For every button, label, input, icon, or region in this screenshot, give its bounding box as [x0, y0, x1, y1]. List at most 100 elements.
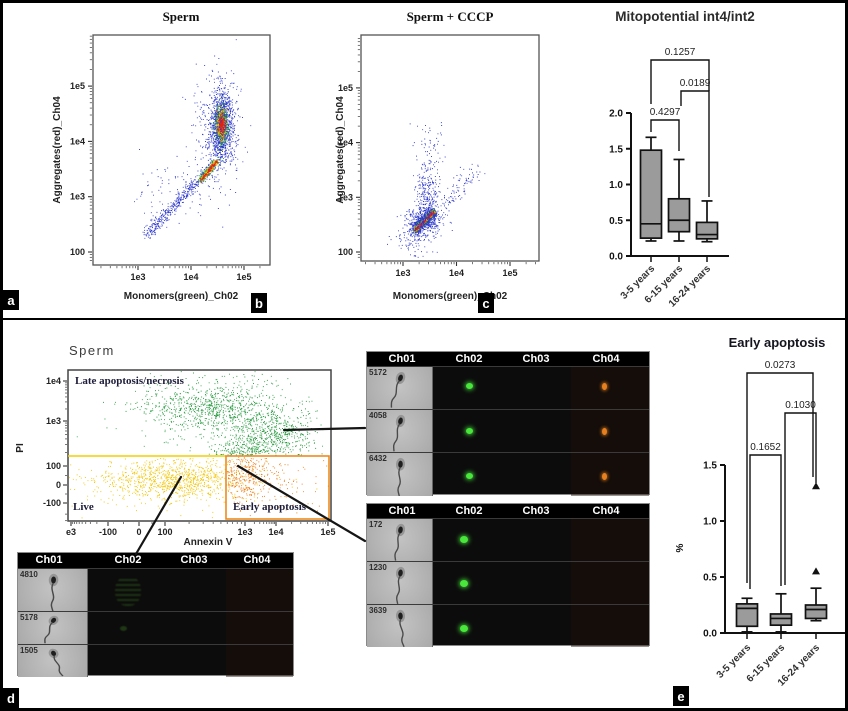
svg-text:2.0: 2.0	[609, 109, 623, 120]
scatter-points-red	[200, 160, 219, 183]
p-value-label: 0.1257	[665, 47, 696, 58]
cell-row-1505: 1505	[18, 644, 293, 677]
plot-frame	[360, 34, 540, 262]
channel-header-ch03: Ch03	[522, 353, 550, 365]
brightfield-sperm-image	[392, 414, 406, 452]
scatter-points-green	[208, 430, 285, 456]
panel-a-jc1-scatter: Sperm 1e3 1e4 1e5 100 1e3 1e4 1e5 Monomers(gre…	[52, 9, 271, 302]
ch01-brightfield-cell: 1505	[18, 645, 88, 677]
panel-c-title: Mitopotential int4/int2	[615, 9, 755, 24]
panel-b-jc1-cccp-scatter: Sperm + CCCP 1e3 1e4 1e5 100 1e3 1e4 1e5 Monom…	[335, 9, 540, 302]
svg-text:0: 0	[136, 527, 141, 537]
ch01-brightfield-cell: 6432	[367, 453, 433, 496]
box-6-15 years	[667, 197, 691, 233]
svg-text:1e3: 1e3	[338, 192, 353, 202]
scatter-points-blue	[387, 221, 451, 258]
ch04-column-tint	[226, 569, 293, 611]
svg-text:0.5: 0.5	[703, 573, 717, 584]
strip-header: Ch01 Ch02 Ch03 Ch04	[367, 504, 649, 518]
channel-header-ch04: Ch04	[592, 353, 620, 365]
panel-b-points	[387, 122, 486, 258]
ch01-brightfield-cell: 4058	[367, 410, 433, 452]
panel-d-title: Sperm	[69, 343, 115, 358]
cell-row-4058: 4058	[367, 409, 649, 452]
channel-header-ch03: Ch03	[522, 505, 550, 517]
cell-row-4810: 4810	[18, 568, 293, 611]
svg-text:1e3: 1e3	[237, 527, 252, 537]
brightfield-sperm-image	[44, 615, 59, 644]
scatter-points-green	[141, 372, 303, 444]
channel-header-ch03: Ch03	[180, 554, 208, 566]
panel-b-title: Sperm + CCCP	[407, 9, 494, 24]
quadrant-late-apoptosis-label: Late apoptosis/necrosis	[75, 375, 185, 387]
svg-text:0.5: 0.5	[609, 216, 623, 227]
object-number-label: 172	[369, 520, 383, 529]
brightfield-sperm-image	[390, 371, 406, 408]
panel-label-e: e	[673, 686, 689, 706]
object-number-label: 1505	[20, 646, 38, 655]
svg-text:100: 100	[338, 247, 353, 257]
gallery-early-apoptosis-cells: Ch01 Ch02 Ch03 Ch04 172 1230 3639	[366, 503, 650, 647]
panel-a-ylabel: Aggregates(red)_Ch04	[52, 96, 63, 204]
scatter-points-blue	[134, 149, 231, 224]
scatter-points-blue	[409, 122, 446, 184]
svg-text:1e4: 1e4	[46, 376, 61, 386]
ch02-faint-signal	[115, 575, 141, 606]
box-16-24 years	[695, 221, 719, 240]
panel-b-xlabel: Monomers(green)_Ch02	[393, 291, 508, 302]
ch04-column-tint	[571, 410, 649, 452]
ch02-annexin-green-dot	[465, 472, 473, 479]
svg-text:1e4: 1e4	[183, 272, 198, 282]
svg-text:1e4: 1e4	[449, 268, 464, 278]
svg-text:100: 100	[46, 461, 61, 471]
panel-label-c: c	[478, 293, 494, 313]
ch01-brightfield-cell: 1230	[367, 562, 433, 604]
brightfield-sperm-image	[48, 648, 64, 677]
svg-text:1e5: 1e5	[320, 527, 335, 537]
gallery-late-apoptosis-cells: Ch01 Ch02 Ch03 Ch04 5172 4058 6432	[366, 351, 650, 496]
panel-d-points	[68, 371, 329, 519]
panel-d-ylabel: PI	[15, 443, 26, 453]
strip-header: Ch01 Ch02 Ch03 Ch04	[367, 352, 649, 366]
object-number-label: 4058	[369, 411, 387, 420]
panel-label-b: b	[251, 293, 267, 313]
ch02-annexin-green-dot	[465, 428, 473, 434]
panel-b-axes: 1e3 1e4 1e5 100 1e3 1e4 1e5	[338, 34, 540, 278]
channel-header-ch01: Ch01	[35, 554, 63, 566]
scatter-points-green	[76, 380, 286, 455]
svg-text:1e5: 1e5	[502, 268, 517, 278]
brightfield-sperm-image	[395, 457, 406, 496]
ch04-column-tint	[571, 562, 649, 604]
ch04-column-tint	[571, 367, 649, 409]
brightfield-sperm-image	[48, 573, 59, 611]
svg-text:1e3: 1e3	[70, 192, 85, 202]
quadrant-live-label: Live	[73, 501, 94, 513]
quadrant-early-apoptosis-label: Early apoptosis	[233, 501, 307, 513]
panel-c-mitopotential-boxplot: Mitopotential int4/int2 0.00.51.01.52.03…	[609, 9, 755, 310]
section-divider	[3, 318, 845, 320]
object-number-label: 4810	[20, 570, 38, 579]
panel-e-title: Early apoptosis	[729, 335, 826, 350]
object-number-label: 1230	[369, 563, 387, 572]
p-value-label: 0.1652	[750, 442, 781, 453]
brightfield-sperm-image	[394, 523, 406, 561]
svg-text:1e4: 1e4	[268, 527, 283, 537]
channel-header-ch02: Ch02	[455, 505, 483, 517]
channel-header-ch01: Ch01	[388, 505, 416, 517]
brightfield-sperm-image	[395, 566, 406, 604]
object-number-label: 5178	[20, 613, 38, 622]
ch04-column-tint	[571, 453, 649, 496]
outlier-marker	[812, 482, 820, 490]
svg-text:1e3: 1e3	[395, 268, 410, 278]
panel-a-points	[134, 39, 252, 239]
brightfield-sperm-image	[395, 609, 406, 647]
ch04-pi-orange-dot	[601, 472, 607, 480]
ch02-annexin-green-dot	[460, 579, 468, 587]
svg-text:1e5: 1e5	[338, 83, 353, 93]
svg-text:100: 100	[70, 247, 85, 257]
ch04-column-tint	[571, 519, 649, 561]
ch01-brightfield-cell: 172	[367, 519, 433, 561]
panel-d-annexin-pi-scatter: Sperm e3 -100 0 100 1e3 1e4 1e51e41e31000-100 …	[15, 343, 336, 548]
